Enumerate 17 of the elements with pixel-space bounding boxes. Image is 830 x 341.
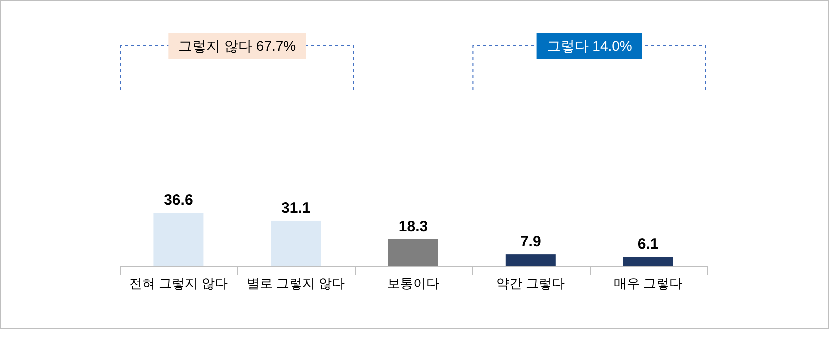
x-tick-label: 매우 그렇다 — [614, 276, 683, 291]
bar — [623, 257, 674, 266]
data-label: 6.1 — [638, 236, 659, 254]
x-tick-label: 약간 그렇다 — [496, 276, 566, 291]
x-tick-label: 별로 그렇지 않다 — [246, 276, 346, 291]
text: 그렇다 14.0% — [546, 38, 632, 54]
data-label: 7.9 — [520, 234, 542, 251]
data-label: 31.1 — [282, 200, 311, 217]
data-label: 18.3 — [398, 218, 428, 236]
bar — [154, 213, 204, 266]
x-tick-label: 전혀 그렇지 않다 — [130, 276, 228, 291]
bar — [506, 254, 556, 266]
bar — [388, 240, 438, 266]
text: 그렇지 않다 67.7% — [178, 38, 296, 54]
x-tick-label: 보통이다 — [388, 276, 440, 291]
data-label: 36.6 — [164, 192, 194, 209]
bar — [271, 220, 322, 266]
